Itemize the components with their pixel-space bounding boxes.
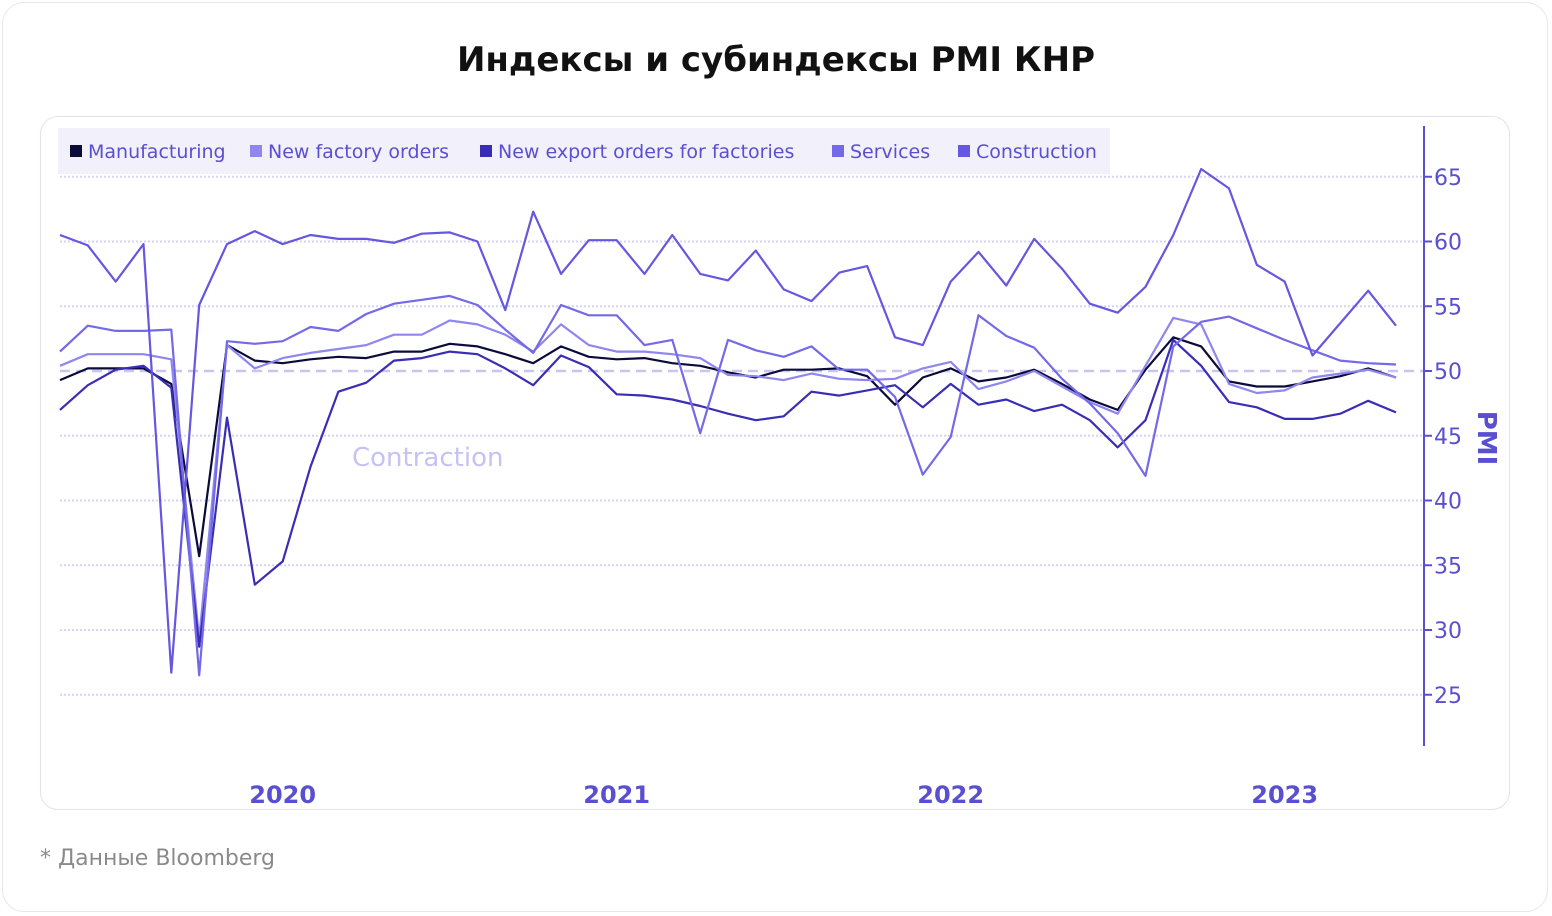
y-tick-label: 25 — [1434, 684, 1462, 709]
y-tick-label: 55 — [1434, 295, 1462, 320]
legend-label-3: Services — [850, 141, 930, 163]
legend-label-0: Manufacturing — [88, 141, 226, 163]
y-tick-label: 50 — [1434, 360, 1462, 385]
series-line-0 — [59, 336, 1397, 558]
legend: Manufacturing New factory orders New expor… — [58, 128, 1110, 174]
contraction-annotation: Contraction — [352, 443, 503, 473]
source-footnote: * Данные Bloomberg — [40, 846, 276, 871]
legend-swatch-0 — [70, 145, 82, 157]
x-axis-ticks: 2020 2021 2022 2023 — [249, 781, 1318, 809]
legend-swatch-2 — [480, 145, 492, 157]
y-tick-label: 60 — [1434, 231, 1462, 256]
x-tick-label: 2020 — [249, 781, 316, 809]
y-tick-label: 45 — [1434, 425, 1462, 450]
x-tick-label: 2023 — [1251, 781, 1318, 809]
y-tick-label: 40 — [1434, 490, 1462, 515]
series-lines — [59, 167, 1397, 677]
series-line-3 — [59, 294, 1397, 677]
legend-swatch-1 — [250, 145, 262, 157]
y-tick-label: 65 — [1434, 166, 1462, 191]
series-line-1 — [59, 316, 1397, 641]
series-line-2 — [59, 338, 1397, 648]
x-tick-label: 2022 — [917, 781, 984, 809]
y-axis-label: PMI — [1471, 411, 1501, 466]
y-tick-label: 35 — [1434, 554, 1462, 579]
gridlines — [60, 175, 1424, 696]
chart-title: Индексы и субиндексы PMI КНР — [456, 40, 1096, 80]
legend-label-2: New export orders for factories — [498, 141, 794, 163]
series-line-4 — [59, 167, 1397, 674]
x-tick-label: 2021 — [583, 781, 650, 809]
legend-label-4: Construction — [976, 141, 1097, 163]
legend-swatch-4 — [958, 145, 970, 157]
legend-background — [58, 128, 1110, 174]
y-axis: 25 30 35 40 45 50 55 60 65 — [1423, 126, 1462, 746]
y-tick-label: 30 — [1434, 619, 1462, 644]
legend-label-1: New factory orders — [268, 141, 449, 163]
legend-swatch-3 — [832, 145, 844, 157]
